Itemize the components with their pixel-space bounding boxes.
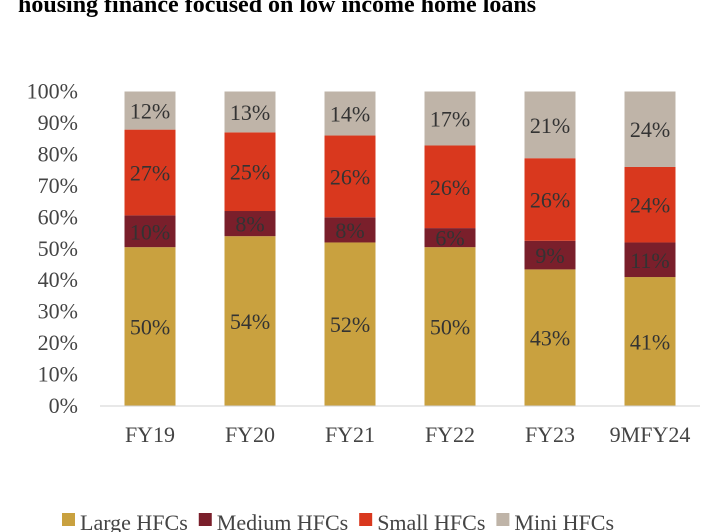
bar-segment <box>324 242 376 406</box>
legend-label: Mini HFCs <box>514 510 614 532</box>
bar-segment <box>624 242 676 278</box>
data-label: 8% <box>335 218 364 243</box>
data-label: 26% <box>530 188 570 213</box>
data-label: 6% <box>435 226 464 251</box>
bar-segment <box>424 91 476 146</box>
legend-label: Large HFCs <box>80 510 188 532</box>
bar-segment <box>524 158 576 241</box>
x-tick-label: 9MFY24 <box>610 422 691 447</box>
data-label: 8% <box>235 212 264 237</box>
bar-segment <box>424 145 476 229</box>
bar-segment <box>324 217 376 243</box>
x-tick-label: FY21 <box>325 422 375 447</box>
data-label: 17% <box>430 107 470 132</box>
legend-swatch <box>198 513 212 526</box>
data-label: 50% <box>130 315 170 340</box>
bar-segment <box>624 277 676 406</box>
bar-segment <box>524 91 576 159</box>
y-tick-label: 100% <box>27 79 78 104</box>
bar-segment <box>124 129 176 216</box>
y-tick-label: 60% <box>38 204 78 229</box>
chart-title: housing finance focused on low income ho… <box>18 0 537 18</box>
legend-label: Medium HFCs <box>217 510 348 532</box>
data-label: 12% <box>130 99 170 124</box>
y-tick-label: 50% <box>38 236 78 261</box>
data-label: 52% <box>330 312 370 337</box>
bar-segment <box>524 269 576 406</box>
bar-segment <box>324 135 376 218</box>
bar-segment <box>624 166 676 243</box>
data-label: 41% <box>630 330 670 355</box>
data-label: 24% <box>630 117 670 142</box>
x-tick-label: FY23 <box>525 422 575 447</box>
legend-swatch <box>496 513 510 526</box>
y-tick-label: 20% <box>38 330 78 355</box>
bar-segment <box>324 91 376 136</box>
legend-label: Small HFCs <box>377 510 485 532</box>
bar-segment <box>124 215 176 248</box>
data-label: 9% <box>535 243 564 268</box>
y-tick-label: 10% <box>38 362 78 387</box>
bar-segment <box>424 228 476 248</box>
y-tick-label: 40% <box>38 267 78 292</box>
bar-segment <box>224 132 276 212</box>
data-label: 13% <box>230 100 270 125</box>
x-tick-label: FY19 <box>125 422 175 447</box>
legend-swatch <box>62 513 75 526</box>
bar-segment <box>524 240 576 270</box>
data-label: 50% <box>430 315 470 340</box>
data-label: 10% <box>130 219 170 244</box>
data-label: 27% <box>130 161 170 186</box>
y-tick-label: 30% <box>38 299 78 324</box>
y-tick-label: 0% <box>49 393 78 418</box>
bar-segment <box>224 211 276 237</box>
data-label: 25% <box>230 160 270 185</box>
data-label: 14% <box>330 102 370 127</box>
bar-segment <box>224 91 276 133</box>
data-label: 21% <box>530 113 570 138</box>
data-label: 26% <box>330 164 370 189</box>
legend-swatch <box>359 513 373 526</box>
data-label: 26% <box>430 175 470 200</box>
bar-segment <box>624 91 676 167</box>
x-tick-label: FY22 <box>425 422 475 447</box>
y-tick-label: 90% <box>38 110 78 135</box>
y-tick-label: 80% <box>38 141 78 166</box>
bar-segment <box>124 247 176 406</box>
data-label: 24% <box>630 193 670 218</box>
x-tick-label: FY20 <box>225 422 275 447</box>
bar-segment <box>124 91 176 130</box>
y-tick-label: 70% <box>38 173 78 198</box>
data-label: 11% <box>630 248 670 273</box>
data-label: 54% <box>230 309 270 334</box>
bar-segment <box>224 236 276 406</box>
bar-segment <box>424 247 476 406</box>
data-label: 43% <box>530 326 570 351</box>
